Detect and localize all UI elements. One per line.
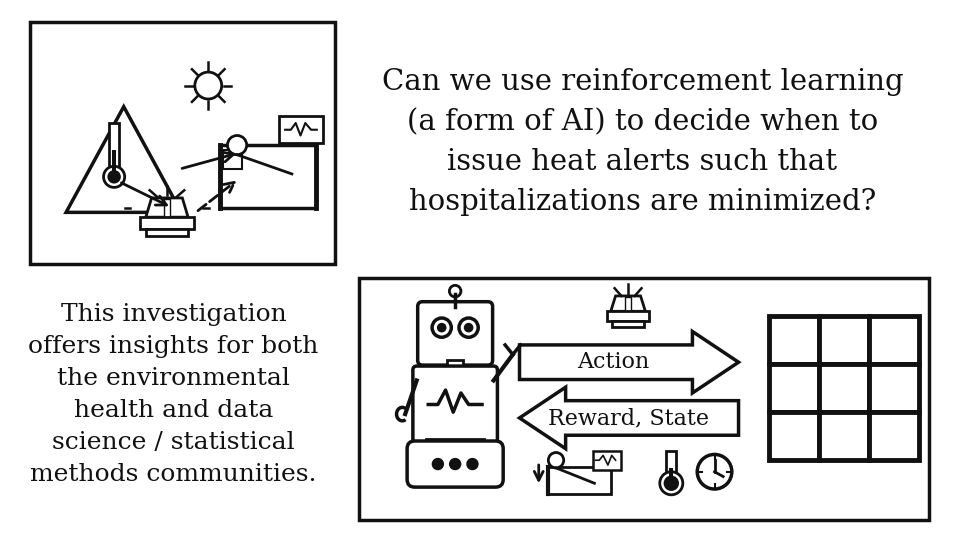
Circle shape (432, 318, 451, 338)
Bar (819, 316, 869, 364)
Bar (30, 22, 335, 264)
Text: Can we use reinforcement learning
(a form of AI) to decide when to
issue heat al: Can we use reinforcement learning (a for… (382, 68, 903, 217)
Circle shape (468, 459, 477, 469)
Circle shape (433, 459, 443, 469)
Bar (112, 150, 116, 177)
Circle shape (437, 323, 446, 333)
Circle shape (450, 459, 460, 469)
Bar (869, 412, 919, 460)
Circle shape (195, 72, 222, 99)
Bar (146, 229, 188, 237)
Bar (140, 217, 194, 229)
Polygon shape (611, 296, 645, 311)
Bar (769, 412, 819, 460)
Bar (607, 311, 649, 321)
Bar (447, 360, 463, 370)
Bar (819, 412, 869, 460)
Bar (220, 145, 316, 207)
Bar (669, 468, 673, 483)
FancyBboxPatch shape (413, 366, 497, 443)
Bar (625, 297, 631, 311)
Polygon shape (519, 332, 738, 393)
Circle shape (228, 136, 247, 155)
Bar (769, 364, 819, 412)
Bar (769, 316, 819, 364)
FancyBboxPatch shape (418, 302, 492, 365)
Circle shape (663, 476, 679, 491)
Bar (223, 150, 242, 169)
Bar (666, 450, 676, 480)
Bar (548, 467, 611, 494)
Polygon shape (146, 198, 188, 217)
Polygon shape (519, 387, 738, 449)
Circle shape (449, 285, 461, 297)
Bar (819, 364, 869, 412)
Bar (869, 364, 919, 412)
FancyBboxPatch shape (407, 441, 503, 487)
Bar (164, 199, 170, 217)
Text: Reward, State: Reward, State (547, 407, 708, 429)
Bar (612, 321, 644, 327)
Circle shape (697, 455, 732, 489)
Circle shape (459, 318, 478, 338)
Bar (426, 439, 484, 449)
Bar (869, 316, 919, 364)
Circle shape (660, 472, 683, 495)
Polygon shape (66, 107, 181, 212)
Circle shape (548, 453, 564, 468)
Circle shape (464, 323, 473, 333)
Bar (592, 450, 621, 470)
Bar (279, 116, 323, 143)
Text: This investigation
offers insights for both
the environmental
health and data
sc: This investigation offers insights for b… (29, 303, 319, 487)
Bar (109, 123, 119, 173)
Bar (359, 278, 928, 520)
Circle shape (104, 166, 125, 187)
Text: Action: Action (578, 351, 650, 373)
Circle shape (108, 170, 121, 184)
